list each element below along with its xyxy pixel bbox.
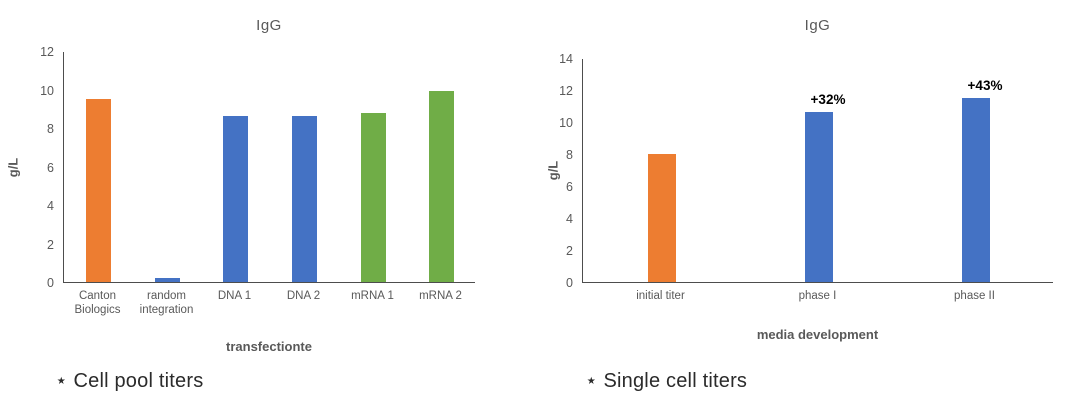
x-category-label: phase II xyxy=(954,290,995,302)
y-tick-0: 0 xyxy=(47,276,54,290)
chart-cell-pool-titers: IgG g/L transfectionte ⋆ Cell pool titer… xyxy=(6,17,475,392)
bar-value-label: +32% xyxy=(810,92,846,107)
y-tick-10: 10 xyxy=(559,116,573,130)
chart-title: IgG xyxy=(804,17,831,34)
bar-dna-1 xyxy=(223,116,248,282)
bar-mrna-2 xyxy=(429,91,454,282)
bar-phase-i xyxy=(805,112,833,282)
y-tick-6: 6 xyxy=(566,180,573,194)
y-tick-12: 12 xyxy=(40,45,54,59)
y-tick-0: 0 xyxy=(566,276,573,290)
chart-title: IgG xyxy=(256,17,282,34)
x-category-label: DNA 1 xyxy=(217,290,252,302)
x-category-label: mRNA 2 xyxy=(419,290,462,302)
y-tick-10: 10 xyxy=(40,83,54,98)
plot-area xyxy=(582,59,1053,283)
bar-random-integration xyxy=(155,278,180,282)
caption-single-cell-titers: ⋆ Single cell titers xyxy=(585,370,748,392)
bar-canton-biologics xyxy=(86,99,111,282)
x-category-label: Canton Biologics xyxy=(74,290,121,316)
y-tick-2: 2 xyxy=(566,244,573,258)
plot-area xyxy=(63,52,475,283)
chart-single-cell-titers: IgG g/L media development ⋆ Single cell … xyxy=(541,0,1082,415)
y-tick-14: 14 xyxy=(559,52,573,66)
x-axis-label: media development xyxy=(756,327,879,342)
x-category-label: initial titer xyxy=(636,290,685,302)
x-category-label: phase I xyxy=(798,290,837,302)
y-tick-6: 6 xyxy=(47,160,54,175)
x-axis-label: transfectionte xyxy=(226,339,312,354)
y-tick-2: 2 xyxy=(47,237,54,252)
y-tick-12: 12 xyxy=(559,84,573,98)
bar-value-label: +43% xyxy=(967,78,1003,93)
y-tick-4: 4 xyxy=(566,212,573,226)
bar-phase-ii xyxy=(962,98,990,282)
x-category-label: mRNA 1 xyxy=(351,290,394,302)
bar-mrna-1 xyxy=(361,113,386,282)
y-tick-4: 4 xyxy=(47,199,54,213)
caption-cell-pool-titers: ⋆ Cell pool titers xyxy=(55,370,204,392)
bar-dna-2 xyxy=(292,116,317,282)
y-tick-8: 8 xyxy=(566,148,573,162)
y-tick-8: 8 xyxy=(47,122,54,136)
x-category-label: random integration xyxy=(139,290,194,316)
x-category-label: DNA 2 xyxy=(286,290,321,302)
bar-initial-titer xyxy=(648,154,676,282)
